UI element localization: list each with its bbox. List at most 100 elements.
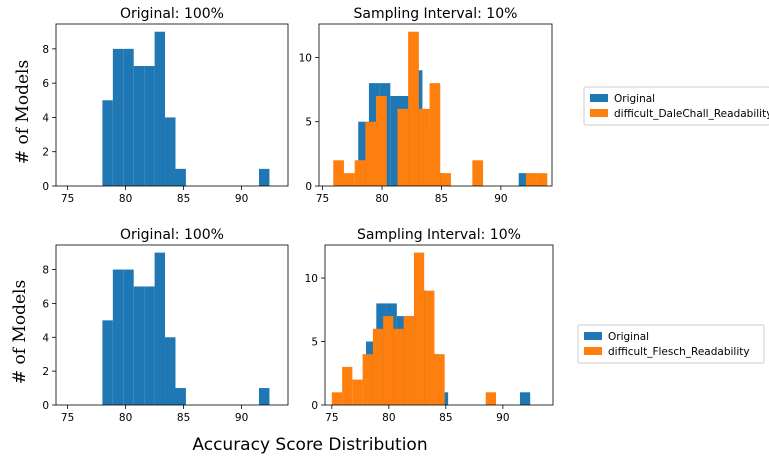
y-tick-label: 2 xyxy=(42,147,49,159)
y-tick-label: 4 xyxy=(42,112,49,124)
y-tick-label: 0 xyxy=(311,400,318,412)
bar-difficult-9 xyxy=(413,252,425,405)
x-tick-label: 75 xyxy=(325,412,338,424)
x-tick-label: 85 xyxy=(439,412,452,424)
x-tick-label: 85 xyxy=(177,412,190,424)
bar-difficult-2 xyxy=(342,366,353,405)
y-tick-label: 5 xyxy=(305,117,312,129)
bar-original-4 xyxy=(133,286,145,405)
legend-label: difficult_DaleChall_Readability xyxy=(614,108,769,120)
bar-difficult-4 xyxy=(362,354,373,405)
bar-original-3 xyxy=(123,269,134,405)
x-tick-label: 85 xyxy=(435,193,448,205)
legend-box xyxy=(577,324,765,364)
x-tick-label: 80 xyxy=(382,412,395,424)
x-tick-label: 75 xyxy=(61,193,74,205)
chart-title: Sampling Interval: 10% xyxy=(354,6,518,22)
x-tick-label: 90 xyxy=(235,412,248,424)
bar-difficult-11 xyxy=(472,160,484,186)
bar-difficult-12 xyxy=(485,392,496,405)
x-tick-label: 90 xyxy=(235,193,248,205)
y-axis-label-bottom: # of Models xyxy=(10,280,30,384)
bar-original-1 xyxy=(102,100,113,186)
bar-difficult-8 xyxy=(418,108,430,186)
chart-title: Sampling Interval: 10% xyxy=(357,227,521,243)
plot-frame xyxy=(55,244,289,406)
legend-swatch xyxy=(584,332,602,340)
bar-difficult-1 xyxy=(331,392,343,405)
x-tick-label: 75 xyxy=(61,412,74,424)
bar-original-9 xyxy=(259,388,270,405)
bar-difficult-2 xyxy=(343,173,355,186)
legend: Original difficult_DaleChall_Readability xyxy=(583,86,769,126)
chart-panel-4: 75 80 85 90 0 5 10 Sampling Interval: 10% Origin… xyxy=(305,227,765,424)
bar-difficult-9 xyxy=(429,83,441,186)
legend-swatch xyxy=(590,94,608,102)
y-tick-label: 8 xyxy=(42,44,49,56)
legend-label: Original xyxy=(614,93,655,105)
y-tick-label: 0 xyxy=(42,400,49,412)
plot-frame xyxy=(318,23,553,187)
y-tick-label: 8 xyxy=(42,265,49,277)
chart-panel-1: 75 80 85 90 0 2 4 6 8 Original: 100% xyxy=(42,6,289,205)
legend-label: Original xyxy=(608,331,649,343)
y-axis-label-top: # of Models xyxy=(13,60,33,164)
bar-difficult-12 xyxy=(525,173,537,186)
x-tick-label: 80 xyxy=(119,412,132,424)
x-tick-label: 80 xyxy=(119,193,132,205)
y-tick-label: 0 xyxy=(305,181,312,193)
bar-original-3 xyxy=(123,48,134,186)
legend-swatch xyxy=(584,347,602,355)
bar-original-4 xyxy=(390,96,402,186)
bar-original-8 xyxy=(175,168,186,186)
bar-original-1 xyxy=(358,121,369,186)
bar-difficult-4 xyxy=(365,121,377,186)
bar-difficult-6 xyxy=(383,316,394,405)
bar-difficult-5 xyxy=(372,328,384,405)
bar-difficult-10 xyxy=(424,290,435,405)
y-tick-label: 5 xyxy=(311,337,318,349)
bar-original-9 xyxy=(519,392,531,405)
y-tick-label: 6 xyxy=(42,78,49,90)
bar-original-6 xyxy=(154,252,166,405)
y-tick-label: 2 xyxy=(42,366,49,378)
bar-difficult-5 xyxy=(376,96,387,186)
legend-swatch xyxy=(590,109,608,117)
bar-original-1 xyxy=(102,320,113,405)
bar-original-7 xyxy=(165,117,176,186)
bar-difficult-8 xyxy=(403,316,414,405)
legend-box xyxy=(583,86,769,126)
chart-title: Original: 100% xyxy=(120,6,224,22)
bar-difficult-3 xyxy=(352,379,363,405)
plot-frame xyxy=(55,23,289,187)
x-axis-label: Accuracy Score Distribution xyxy=(192,435,427,455)
bar-original-5 xyxy=(144,66,155,186)
bar-difficult-13 xyxy=(536,173,548,186)
x-tick-label: 80 xyxy=(375,193,388,205)
bar-difficult-6 xyxy=(397,108,409,186)
chart-panel-3: 75 80 85 90 0 2 4 6 8 Original: 100% xyxy=(42,227,289,424)
bar-original-2 xyxy=(112,269,124,405)
y-tick-label: 10 xyxy=(305,273,318,285)
legend-label: difficult_Flesch_Readability xyxy=(608,346,750,358)
y-tick-label: 0 xyxy=(42,181,49,193)
chart-title: Original: 100% xyxy=(120,227,224,243)
bar-difficult-3 xyxy=(354,160,366,186)
x-tick-label: 75 xyxy=(316,193,329,205)
bar-difficult-11 xyxy=(434,354,445,405)
bar-original-4 xyxy=(133,66,145,186)
legend: Original difficult_Flesch_Readability xyxy=(577,324,765,364)
bar-original-7 xyxy=(165,337,176,405)
y-tick-label: 4 xyxy=(42,332,49,344)
plot-frame xyxy=(324,244,554,406)
bar-original-9 xyxy=(259,168,270,186)
bar-difficult-1 xyxy=(333,160,344,186)
bar-original-9 xyxy=(518,173,530,186)
bar-difficult-7 xyxy=(408,31,419,187)
bar-original-5 xyxy=(144,286,155,405)
x-tick-label: 90 xyxy=(496,412,509,424)
bar-original-6 xyxy=(154,31,166,187)
y-tick-label: 6 xyxy=(42,298,49,310)
